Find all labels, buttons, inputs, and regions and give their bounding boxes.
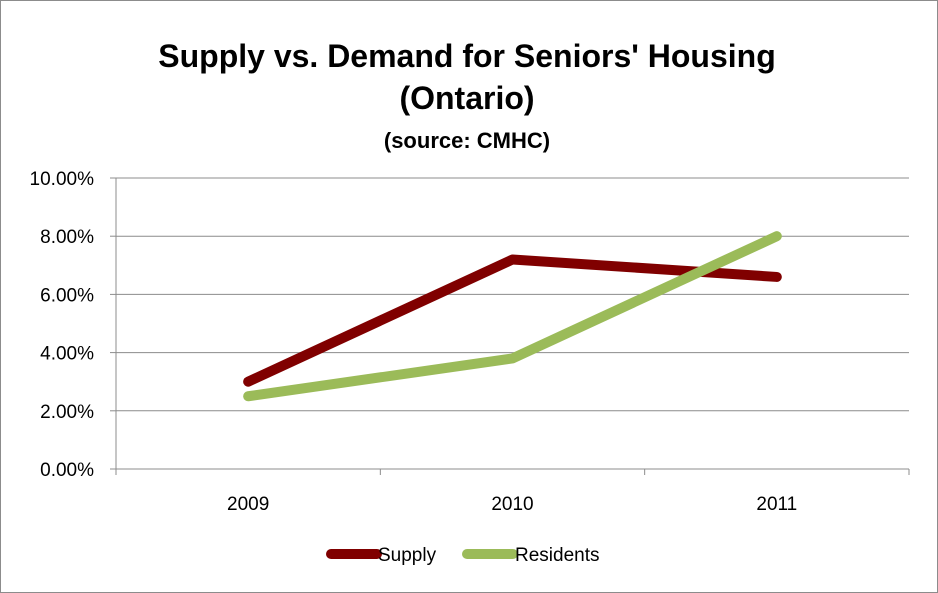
y-tick-label: 6.00% [40,285,94,306]
axes [115,178,909,470]
y-tick-label: 8.00% [40,227,94,248]
series-lines [243,231,782,402]
legend-label-supply: Supply [378,545,437,566]
chart-subtitle: (source: CMHC) [384,128,550,153]
series-line-supply [243,254,782,387]
y-axis-ticks: 0.00% 2.00% 4.00% 6.00% 8.00% 10.00% [30,169,116,481]
y-tick-label: 0.00% [40,460,94,481]
legend-label-residents: Residents [515,545,600,566]
chart-title-line2: (Ontario) [399,80,534,116]
y-tick-label: 4.00% [40,344,94,365]
y-tick-label: 10.00% [30,169,95,190]
series-line-residents [243,231,782,402]
legend: Supply Residents [326,545,600,566]
x-tick-label: 2010 [491,494,533,515]
x-tick-label: 2011 [756,494,797,515]
x-axis-ticks: 2009 2010 2011 [115,469,910,515]
chart-title-line1: Supply vs. Demand for Seniors' Housing [158,38,775,74]
y-tick-label: 2.00% [40,402,94,423]
gridlines [116,177,909,412]
x-tick-label: 2009 [227,494,269,515]
